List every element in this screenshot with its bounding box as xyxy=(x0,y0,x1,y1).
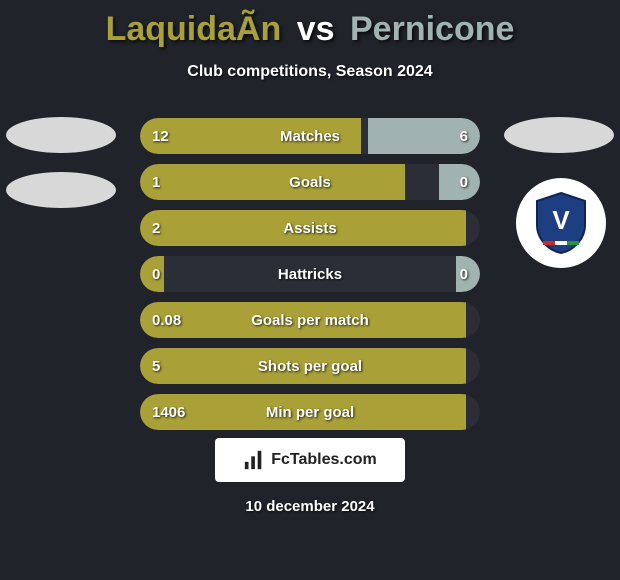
player-badge-left xyxy=(6,172,116,208)
date-text: 10 december 2024 xyxy=(0,498,620,515)
stat-row: 5Shots per goal xyxy=(140,348,480,384)
stat-label: Hattricks xyxy=(140,256,480,292)
club-crest: V xyxy=(516,178,606,268)
stat-label: Matches xyxy=(140,118,480,154)
title-player2: Pernicone xyxy=(350,10,514,48)
stat-label: Assists xyxy=(140,210,480,246)
barchart-icon xyxy=(243,449,265,471)
brand-badge: FcTables.com xyxy=(215,438,405,482)
title-player1: LaquidaÃ­n xyxy=(106,10,282,48)
stat-row: 10Goals xyxy=(140,164,480,200)
stat-row: 2Assists xyxy=(140,210,480,246)
stripe-green xyxy=(567,241,579,245)
subtitle: Club competitions, Season 2024 xyxy=(0,63,620,81)
stat-label: Shots per goal xyxy=(140,348,480,384)
stat-label: Goals xyxy=(140,164,480,200)
stripe-white xyxy=(555,241,567,245)
shield-icon: V xyxy=(533,191,589,255)
shield-initial: V xyxy=(552,205,570,235)
page-title: LaquidaÃ­n vs Pernicone xyxy=(0,0,620,49)
stat-row: 0.08Goals per match xyxy=(140,302,480,338)
stat-row: 126Matches xyxy=(140,118,480,154)
stat-label: Goals per match xyxy=(140,302,480,338)
stat-row: 1406Min per goal xyxy=(140,394,480,430)
player-badge-right xyxy=(504,117,614,153)
brand-text: FcTables.com xyxy=(271,451,377,469)
stripe-red xyxy=(543,241,555,245)
title-vs: vs xyxy=(297,10,335,48)
stat-row: 00Hattricks xyxy=(140,256,480,292)
player-badge-left xyxy=(6,117,116,153)
stat-label: Min per goal xyxy=(140,394,480,430)
stats-rows: 126Matches 10Goals 2Assists 00Hattricks 0.08… xyxy=(140,118,480,440)
